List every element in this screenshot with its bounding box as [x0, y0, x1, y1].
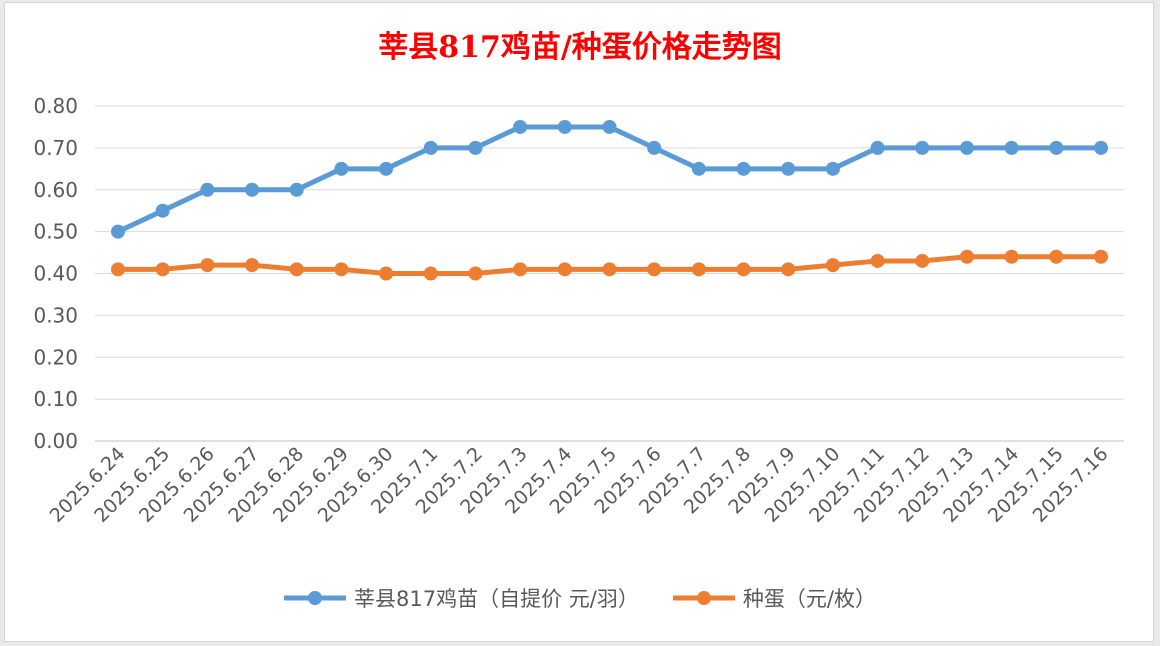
data-point — [870, 253, 885, 268]
y-tick-label: 0.20 — [33, 345, 78, 369]
y-tick-label: 0.00 — [33, 429, 78, 453]
data-point — [1049, 140, 1064, 155]
legend-item-chick: 莘县817鸡苗（自提价 元/羽） — [284, 583, 639, 613]
data-point — [647, 140, 662, 155]
data-point — [781, 262, 796, 277]
chart-frame — [4, 2, 1154, 642]
series-line — [115, 124, 1104, 235]
data-point — [111, 224, 125, 239]
data-point — [513, 262, 528, 277]
series-layer — [111, 119, 1108, 281]
y-tick-label: 0.60 — [33, 178, 78, 202]
data-point — [245, 258, 260, 273]
data-point — [379, 161, 394, 176]
data-point — [468, 140, 483, 155]
series-1 — [111, 249, 1108, 281]
data-point — [602, 119, 617, 134]
data-point — [334, 262, 349, 277]
data-point — [513, 119, 528, 134]
data-point — [736, 262, 751, 277]
data-point — [334, 161, 349, 176]
y-tick-label: 0.50 — [33, 220, 78, 244]
data-point — [781, 161, 796, 176]
data-point — [557, 262, 572, 277]
data-point — [915, 253, 930, 268]
data-point — [1004, 249, 1019, 264]
data-point — [155, 203, 170, 218]
data-point — [915, 140, 930, 155]
chart-title: 莘县817鸡苗/种蛋价格走势图 — [378, 30, 782, 65]
data-point — [423, 266, 438, 281]
y-tick-label: 0.10 — [33, 387, 78, 411]
data-point — [557, 119, 572, 134]
data-point — [647, 262, 662, 277]
series-0 — [111, 119, 1108, 239]
data-point — [200, 182, 215, 197]
data-point — [245, 182, 260, 197]
legend-marker-chick — [284, 591, 347, 605]
data-point — [1004, 140, 1019, 155]
data-point — [423, 140, 438, 155]
legend-label-chick: 莘县817鸡苗（自提价 元/羽） — [354, 587, 639, 611]
data-point — [468, 266, 483, 281]
legend: 莘县817鸡苗（自提价 元/羽） 种蛋（元/枚） — [0, 583, 1160, 613]
legend-label-egg: 种蛋（元/枚） — [742, 587, 876, 611]
y-tick-label: 0.40 — [33, 262, 78, 286]
data-point — [736, 161, 751, 176]
data-point — [825, 258, 840, 273]
legend-marker-egg — [672, 591, 735, 605]
data-point — [691, 161, 706, 176]
y-tick-label: 0.70 — [33, 136, 78, 160]
data-point — [1094, 140, 1108, 155]
data-point — [111, 262, 125, 277]
data-point — [691, 262, 706, 277]
y-tick-label: 0.80 — [33, 94, 78, 118]
x-axis-ticks: 2025.6.242025.6.252025.6.262025.6.272025… — [46, 443, 1113, 527]
data-point — [1049, 249, 1064, 264]
legend-item-egg: 种蛋（元/枚） — [672, 583, 876, 613]
data-point — [870, 140, 885, 155]
data-point — [155, 262, 170, 277]
data-point — [959, 140, 974, 155]
y-axis-ticks: 0.00 0.10 0.20 0.30 0.40 0.50 0.60 0.70 0.80 — [33, 94, 78, 453]
data-point — [1094, 249, 1108, 264]
data-point — [959, 249, 974, 264]
data-point — [825, 161, 840, 176]
data-point — [200, 258, 215, 273]
data-point — [379, 266, 394, 281]
y-tick-label: 0.30 — [33, 303, 78, 327]
data-point — [602, 262, 617, 277]
data-point — [289, 262, 304, 277]
data-point — [289, 182, 304, 197]
